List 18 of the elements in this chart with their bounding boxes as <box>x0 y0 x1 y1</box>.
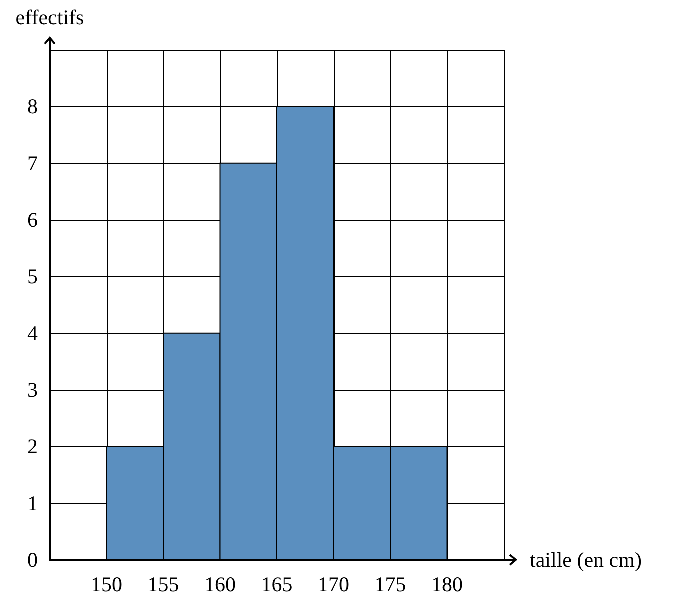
x-tick-label: 150 <box>91 572 122 596</box>
x-tick-label: 170 <box>318 572 350 596</box>
y-tick-label: 4 <box>28 321 38 346</box>
x-tick-label: 155 <box>148 572 180 596</box>
y-tick-label: 0 <box>28 548 38 572</box>
x-axis-title: taille (en cm) <box>530 548 642 572</box>
x-tick-label: 165 <box>261 572 293 596</box>
x-tick-label: 175 <box>374 572 406 596</box>
x-tick-label: 180 <box>432 572 463 596</box>
y-tick-label: 6 <box>28 208 38 232</box>
y-tick-label: 2 <box>28 434 38 459</box>
y-tick-label: 1 <box>28 491 38 516</box>
y-tick-label: 7 <box>28 151 38 176</box>
x-tick-label: 160 <box>204 572 236 596</box>
y-axis-title: effectifs <box>16 6 84 30</box>
y-tick-label: 5 <box>28 264 38 289</box>
y-tick-label: 3 <box>28 378 38 402</box>
y-tick-label: 8 <box>28 94 38 119</box>
